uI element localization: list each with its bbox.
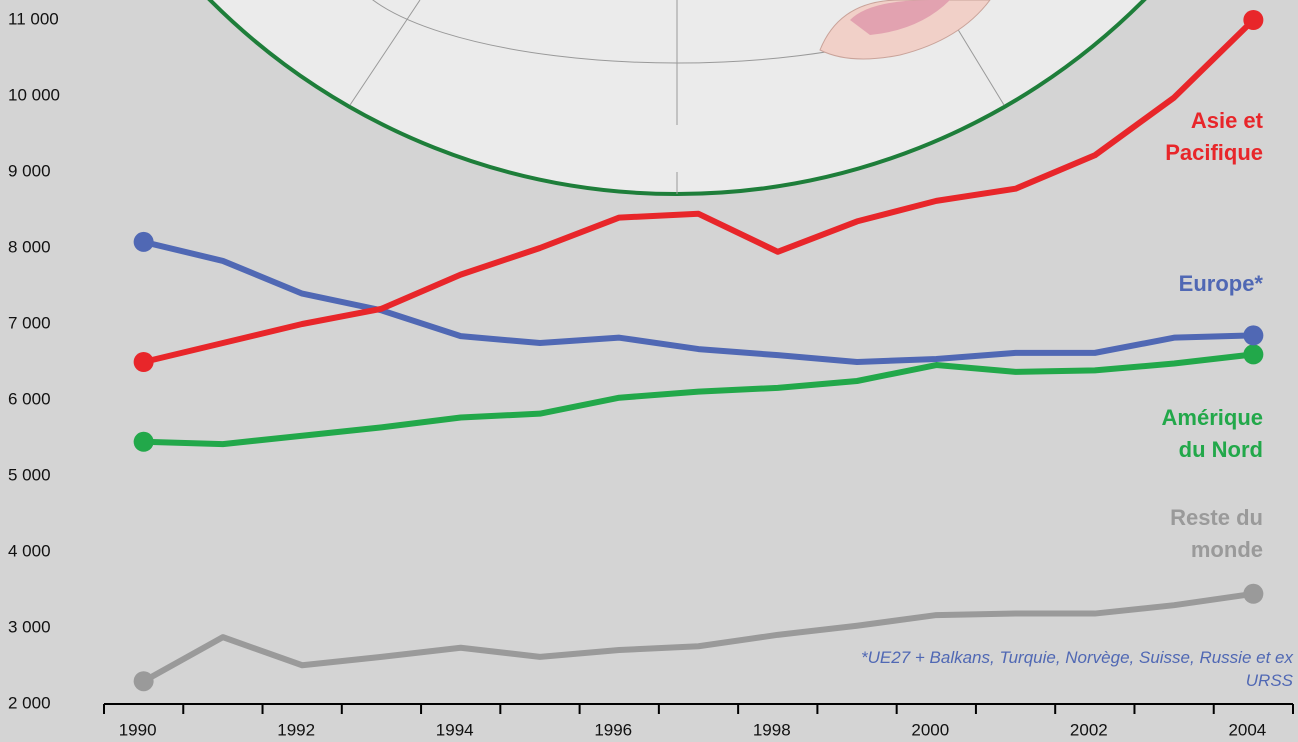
end-dot	[133, 231, 154, 252]
x-tick-label: 1990	[119, 720, 157, 739]
y-tick-label: 4 000	[8, 541, 51, 560]
x-tick-label: 2004	[1228, 720, 1266, 739]
y-tick-label: 7 000	[8, 313, 51, 332]
globe	[207, 0, 1147, 196]
series-label: Europe*	[1178, 271, 1263, 296]
x-tick-label: 2002	[1070, 720, 1108, 739]
y-tick-label: 8 000	[8, 237, 51, 256]
series-label: Amérique du Nord	[1161, 405, 1263, 462]
series-label: Reste du monde	[1170, 505, 1263, 562]
series-line	[143, 351, 1254, 448]
x-tick-label: 1996	[594, 720, 632, 739]
y-tick-label: 11 000	[8, 9, 59, 28]
x-tick-label: 2000	[911, 720, 949, 739]
y-tick-label: 2 000	[8, 693, 51, 712]
footnote: *UE27 + Balkans, Turquie, Norvège, Suiss…	[861, 648, 1293, 690]
end-dot	[133, 352, 154, 372]
y-tick-label: 6 000	[8, 389, 51, 408]
y-tick-label: 5 000	[8, 465, 51, 484]
x-tick-label: 1992	[277, 720, 315, 739]
x-tick-label: 1994	[436, 720, 474, 739]
end-dot	[1243, 344, 1264, 365]
series-line	[142, 17, 1256, 365]
end-dot	[1243, 583, 1264, 604]
series-label: Asie et Pacifique	[1165, 108, 1263, 165]
y-tick-label: 9 000	[8, 161, 51, 180]
end-dot	[133, 431, 154, 452]
series-line	[142, 590, 1254, 684]
end-dot	[1243, 325, 1264, 346]
x-tick-label: 1998	[753, 720, 791, 739]
end-dot	[1243, 10, 1264, 30]
end-dot	[133, 671, 154, 692]
y-tick-label: 3 000	[8, 617, 51, 636]
series-line	[142, 239, 1254, 365]
y-tick-label: 10 000	[8, 85, 60, 104]
